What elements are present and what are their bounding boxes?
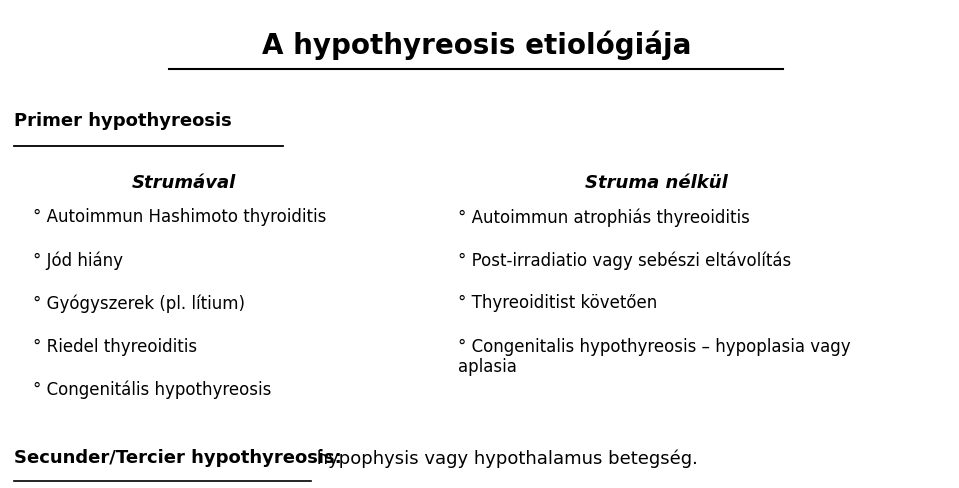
Text: ° Post-irradiatio vagy sebészi eltávolítás: ° Post-irradiatio vagy sebészi eltávolít… <box>457 251 791 270</box>
Text: ° Autoimmun atrophiás thyreoiditis: ° Autoimmun atrophiás thyreoiditis <box>457 208 749 226</box>
Text: A hypothyreosis etiológiája: A hypothyreosis etiológiája <box>262 31 691 60</box>
Text: ° Jód hiány: ° Jód hiány <box>33 251 123 270</box>
Text: ° Congenitális hypothyreosis: ° Congenitális hypothyreosis <box>33 381 270 399</box>
Text: ° Congenitalis hypothyreosis – hypoplasia vagy
aplasia: ° Congenitalis hypothyreosis – hypoplasi… <box>457 338 851 376</box>
Text: Struma nélkül: Struma nélkül <box>584 174 727 192</box>
Text: Strumával: Strumával <box>131 174 236 192</box>
Text: ° Autoimmun Hashimoto thyroiditis: ° Autoimmun Hashimoto thyroiditis <box>33 208 326 226</box>
Text: hypophysis vagy hypothalamus betegség.: hypophysis vagy hypothalamus betegség. <box>311 449 698 468</box>
Text: ° Riedel thyreoiditis: ° Riedel thyreoiditis <box>33 338 197 356</box>
Text: Primer hypothyreosis: Primer hypothyreosis <box>13 112 231 130</box>
Text: Secunder/Tercier hypothyreosis:: Secunder/Tercier hypothyreosis: <box>13 449 341 468</box>
Text: ° Gyógyszerek (pl. lítium): ° Gyógyszerek (pl. lítium) <box>33 294 245 313</box>
Text: ° Thyreoiditist követően: ° Thyreoiditist követően <box>457 294 657 312</box>
